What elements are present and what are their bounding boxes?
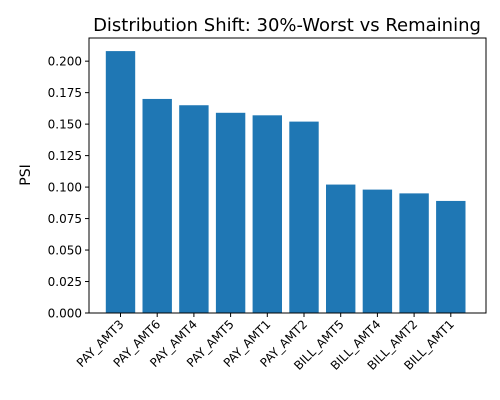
y-tick-label: 0.150 <box>48 117 82 131</box>
y-axis-label: PSI <box>18 164 34 185</box>
bar-bill-amt4 <box>362 189 393 313</box>
y-tick-label: 0.125 <box>48 149 82 163</box>
y-tick-label: 0.025 <box>48 275 82 289</box>
y-tick-label: 0.200 <box>48 54 82 68</box>
bar-pay-amt4 <box>179 105 209 313</box>
y-tick-label: 0.050 <box>48 243 82 257</box>
y-tick-label: 0.100 <box>48 180 82 194</box>
bar-pay-amt2 <box>289 121 319 313</box>
chart-title: Distribution Shift: 30%-Worst vs Remaini… <box>93 15 481 36</box>
y-tick-label: 0.000 <box>48 306 82 320</box>
bar-bill-amt1 <box>436 200 466 313</box>
y-tick-label: 0.075 <box>48 212 82 226</box>
plot-frame <box>88 37 487 314</box>
bar-pay-amt5 <box>215 112 246 314</box>
bar-pay-amt3 <box>105 51 136 313</box>
bar-pay-amt1 <box>252 115 282 313</box>
bar-bill-amt2 <box>399 193 429 313</box>
y-tick-label: 0.175 <box>48 86 82 100</box>
bar-bill-amt5 <box>326 184 356 313</box>
bar-pay-amt6 <box>142 98 172 313</box>
